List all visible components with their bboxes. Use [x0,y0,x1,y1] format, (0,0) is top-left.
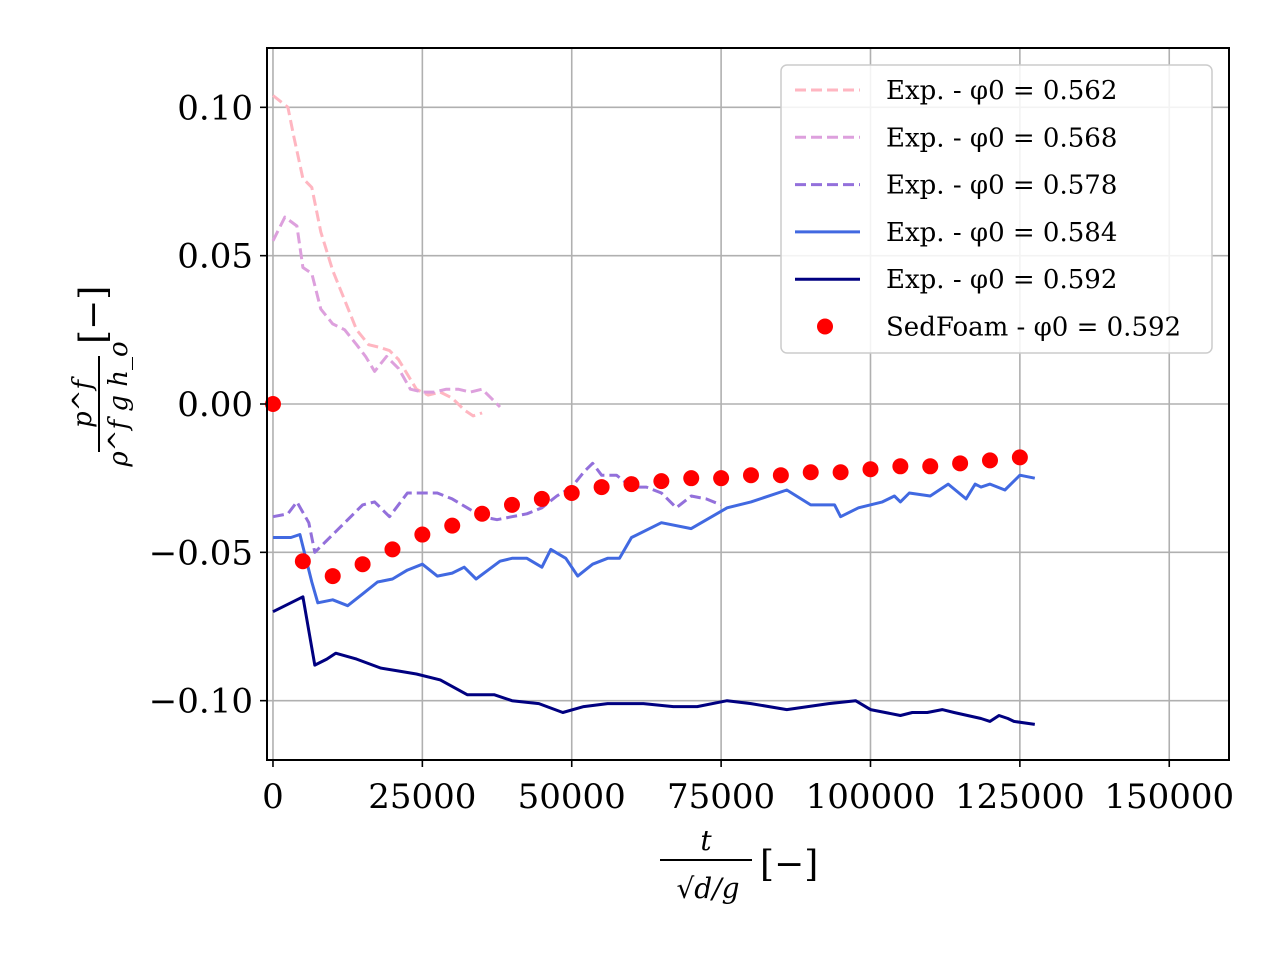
x-axis-label-denominator: √d/g [676,872,739,905]
x-tick-label: 150000 [1104,777,1234,817]
sedfoam-point [653,473,670,490]
x-axis-label-numerator: t [700,824,712,857]
sedfoam-point [1011,449,1028,466]
y-tick-label: 0.10 [177,88,253,128]
series-layer [264,94,1036,726]
sedfoam-point [892,458,909,475]
series-line-0 [272,94,483,418]
axis-ticks: 0 25000 50000 75000 100000 125000 150000 0.10 0.… [149,88,1234,817]
series-line-3 [273,473,1036,608]
sedfoam-point [294,553,311,570]
legend-label: Exp. - φ0 = 0.584 [886,218,1117,248]
legend-entries: Exp. - φ0 = 0.562 Exp. - φ0 = 0.568 Exp. -… [795,76,1181,343]
y-tick-label: 0.05 [177,237,253,277]
y-tick-label: −0.05 [149,533,253,573]
sedfoam-point [742,467,759,484]
y-axis-label-denominator: ρ^f g h_o [104,341,134,467]
legend-box [780,64,1213,354]
sedfoam-point [623,476,640,493]
x-tick-label: 50000 [518,777,626,817]
sedfoam-point [952,455,969,472]
sedfoam-point [772,467,789,484]
legend-label: SedFoam - φ0 = 0.592 [886,313,1181,343]
legend-label: Exp. - φ0 = 0.562 [886,76,1117,106]
sedfoam-point [354,556,371,573]
sedfoam-point [503,496,520,513]
series-line-2 [272,461,722,554]
x-axis-label: t √d/g [−] [660,824,818,905]
legend-label: Exp. - φ0 = 0.568 [886,123,1117,153]
sedfoam-point [981,452,998,469]
sedfoam-point [414,526,431,543]
sedfoam-point [713,470,730,487]
y-axis-label-unit: [−] [73,286,114,344]
series-line-4 [272,595,1036,726]
x-axis-label-unit: [−] [760,844,818,885]
x-tick-label: 25000 [368,777,476,817]
sedfoam-point [444,517,461,534]
legend-marker [817,318,833,335]
sedfoam-point [533,490,550,507]
sedfoam-point [474,505,491,522]
sedfoam-point [832,464,849,481]
sedfoam-point [324,568,341,585]
y-axis-label: p^f ρ^f g h_o [−] [68,286,134,468]
x-tick-label: 75000 [667,777,775,817]
y-tick-label: 0.00 [177,385,253,425]
sedfoam-point [384,541,401,558]
sedfoam-point [922,458,939,475]
legend: Exp. - φ0 = 0.562 Exp. - φ0 = 0.568 Exp. -… [780,64,1213,354]
sedfoam-point [593,479,610,496]
sedfoam-point [862,461,879,478]
y-axis-label-numerator: p^f [68,376,98,428]
legend-label: Exp. - φ0 = 0.578 [886,171,1117,201]
sedfoam-point [683,470,700,487]
legend-label: Exp. - φ0 = 0.592 [886,265,1117,295]
sedfoam-point [264,396,281,412]
sedfoam-point [563,485,580,501]
y-tick-label: −0.10 [149,682,253,722]
sedfoam-point [802,464,819,481]
x-tick-label: 0 [262,777,284,817]
x-tick-label: 100000 [806,777,936,817]
series-line-1 [271,215,502,409]
x-tick-label: 125000 [955,777,1085,817]
